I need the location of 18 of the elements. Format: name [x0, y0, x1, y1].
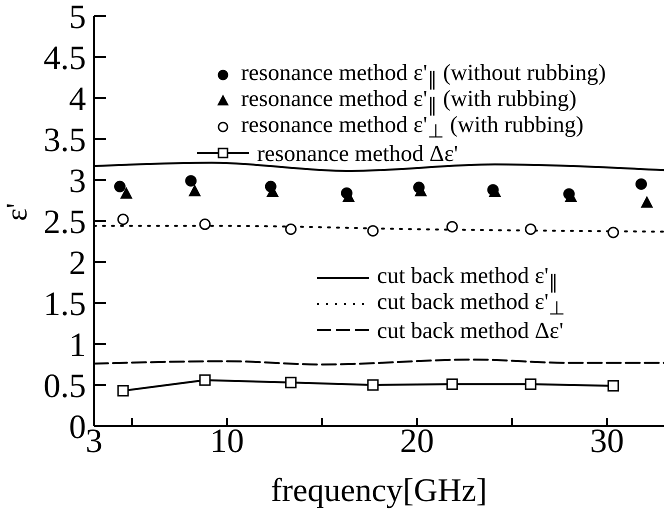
y-tick-label: 1	[69, 327, 86, 364]
legend-label: resonance method Δε'	[257, 140, 458, 166]
y-axis-title: ε'	[0, 202, 34, 221]
y-tick-label: 5	[69, 0, 86, 36]
y-tick-label: 1.5	[44, 286, 86, 324]
y-tick-label: 0	[69, 409, 86, 446]
y-tick-label: 0.5	[44, 368, 86, 406]
x-tick-label: 30	[590, 423, 624, 460]
legend-label: cut back method Δε'	[377, 318, 564, 342]
x-tick-label: 20	[400, 423, 434, 460]
y-tick-label: 2	[69, 245, 86, 282]
y-tick-label: 3	[69, 163, 86, 200]
x-tick-label: 10	[210, 423, 244, 460]
x-axis-title: frequency[GHz]	[270, 473, 488, 509]
y-tick-label: 2.5	[44, 204, 86, 242]
y-tick-label: 3.5	[44, 122, 86, 160]
y-tick-label: 4	[69, 81, 86, 118]
y-tick-label: 4.5	[44, 40, 86, 78]
